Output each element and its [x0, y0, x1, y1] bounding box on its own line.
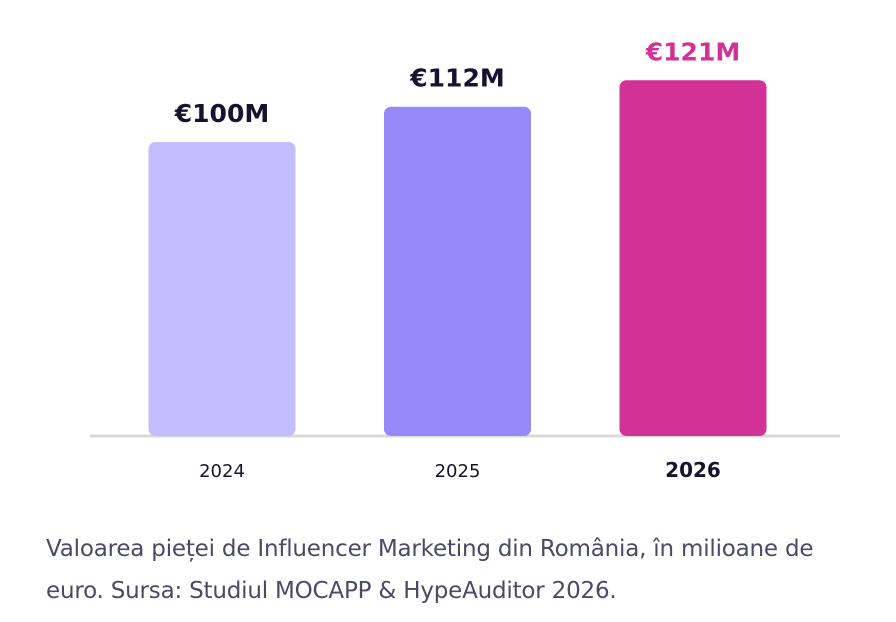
value-label-2026: €121M	[645, 37, 740, 66]
bar-2024	[148, 142, 296, 436]
value-label-2024: €100M	[174, 99, 269, 128]
bar-2025	[384, 106, 531, 436]
chart-caption: Valoarea pieței de Influencer Marketing …	[46, 536, 814, 604]
bar-chart: €100M 2024 €112M 2025 €121M 2026	[90, 37, 840, 482]
bar-2026	[619, 80, 767, 436]
x-tick-label-2024: 2024	[199, 461, 245, 482]
x-tick-label-2026: 2026	[665, 458, 721, 482]
value-label-2025: €112M	[409, 64, 504, 93]
x-tick-label-2025: 2025	[435, 461, 481, 482]
